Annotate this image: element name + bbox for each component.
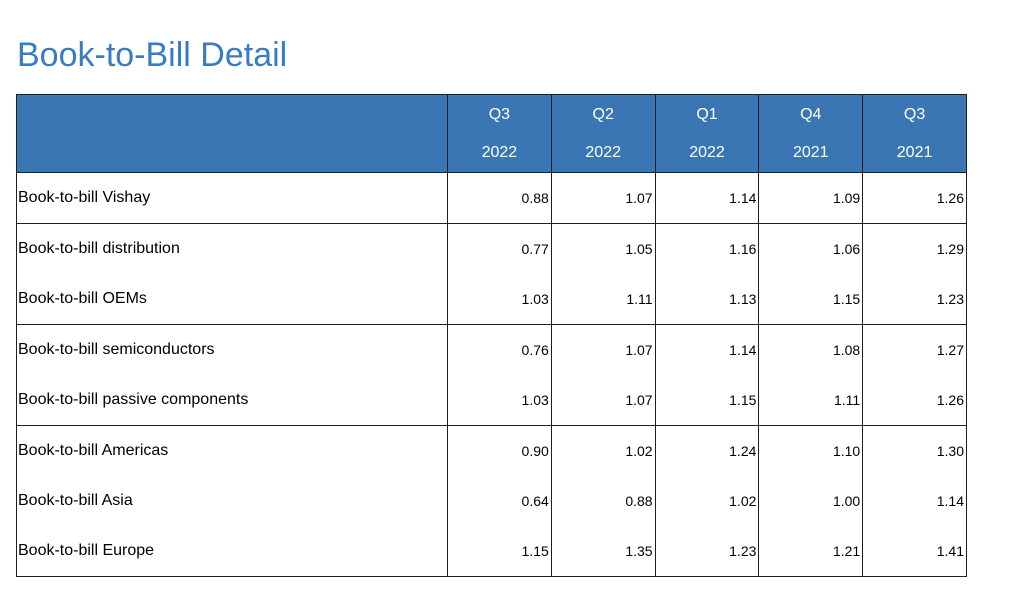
table-cell: 0.90 [447,425,552,476]
book-to-bill-table: Q3 2022 Q2 2022 Q1 2022 Q4 2021 Q3 2021 … [16,94,967,577]
table-cell: 1.24 [654,425,760,476]
table-row: Book-to-bill distribution 0.77 1.05 1.16… [16,223,967,274]
column-year: 2021 [896,143,933,161]
table-cell: 1.16 [654,223,760,274]
column-quarter: Q3 [488,105,511,123]
table-cell: 1.14 [654,324,760,375]
table-cell: 0.76 [447,324,552,375]
column-quarter: Q4 [800,105,822,123]
column-header: Q3 2021 [862,94,967,173]
column-year: 2022 [689,143,725,161]
table-cell: 1.07 [550,324,656,375]
table-header: Q3 2022 Q2 2022 Q1 2022 Q4 2021 Q3 2021 [16,94,967,173]
row-label: Book-to-bill distribution [16,223,448,274]
table-row: Book-to-bill Americas 0.90 1.02 1.24 1.1… [16,425,967,476]
table-cell: 1.11 [758,375,864,426]
column-header: Q4 2021 [758,94,864,173]
table-cell: 1.15 [447,526,552,577]
table-cell: 1.30 [862,425,967,476]
table-cell: 1.15 [758,274,864,325]
column-year: 2022 [585,143,621,161]
table-cell: 1.08 [758,324,864,375]
column-header: Q2 2022 [550,94,656,173]
table-cell: 1.10 [758,425,864,476]
table-cell: 1.06 [758,223,864,274]
table-cell: 1.23 [654,526,760,577]
header-row: Q3 2022 Q2 2022 Q1 2022 Q4 2021 Q3 2021 [16,94,967,173]
table-cell: 1.07 [550,375,656,426]
table-cell: 1.26 [862,172,967,224]
table-cell: 1.26 [862,375,967,426]
table-cell: 1.02 [550,425,656,476]
column-header: Q1 2022 [654,94,760,173]
row-label: Book-to-bill semiconductors [16,324,448,375]
table-cell: 1.23 [862,274,967,325]
table-cell: 1.00 [758,476,864,526]
row-label: Book-to-bill Europe [16,526,448,577]
column-year: 2021 [792,143,829,161]
table-row: Book-to-bill semiconductors 0.76 1.07 1.… [16,324,967,375]
table-cell: 1.27 [862,324,967,375]
table-cell: 1.03 [447,375,552,426]
table-cell: 1.21 [758,526,864,577]
table-cell: 1.29 [862,223,967,274]
table-cell: 1.13 [654,274,760,325]
column-quarter: Q3 [903,105,926,123]
table-row: Book-to-bill passive components 1.03 1.0… [16,375,967,426]
table-cell: 1.05 [550,223,656,274]
table-cell: 0.64 [447,476,552,526]
row-label: Book-to-bill Vishay [16,172,448,224]
table-cell: 0.88 [447,172,552,224]
row-label: Book-to-bill OEMs [16,274,448,325]
table-row: Book-to-bill Europe 1.15 1.35 1.23 1.21 … [16,526,967,577]
row-label: Book-to-bill passive components [16,375,448,426]
table-cell: 0.88 [550,476,656,526]
table-cell: 1.07 [550,172,656,224]
table-row: Book-to-bill Asia 0.64 0.88 1.02 1.00 1.… [16,476,967,526]
table-cell: 1.03 [447,274,552,325]
table-cell: 1.09 [758,172,864,224]
column-header: Q3 2022 [447,94,552,173]
table-row: Book-to-bill Vishay 0.88 1.07 1.14 1.09 … [16,172,967,224]
page-title: Book-to-Bill Detail [17,36,288,74]
table-cell: 1.41 [862,526,967,577]
table-cell: 1.15 [654,375,760,426]
table-cell: 0.77 [447,223,552,274]
table-cell: 1.14 [654,172,760,224]
header-label-cell [16,94,448,173]
table-cell: 1.14 [862,476,967,526]
table-cell: 1.35 [550,526,656,577]
table-row: Book-to-bill OEMs 1.03 1.11 1.13 1.15 1.… [16,274,967,325]
row-label: Book-to-bill Americas [16,425,448,476]
column-year: 2022 [481,143,518,161]
column-quarter: Q2 [592,105,614,123]
column-quarter: Q1 [696,105,718,123]
table-cell: 1.02 [654,476,760,526]
row-label: Book-to-bill Asia [16,476,448,526]
table-cell: 1.11 [550,274,656,325]
table-body: Book-to-bill Vishay 0.88 1.07 1.14 1.09 … [16,172,967,577]
